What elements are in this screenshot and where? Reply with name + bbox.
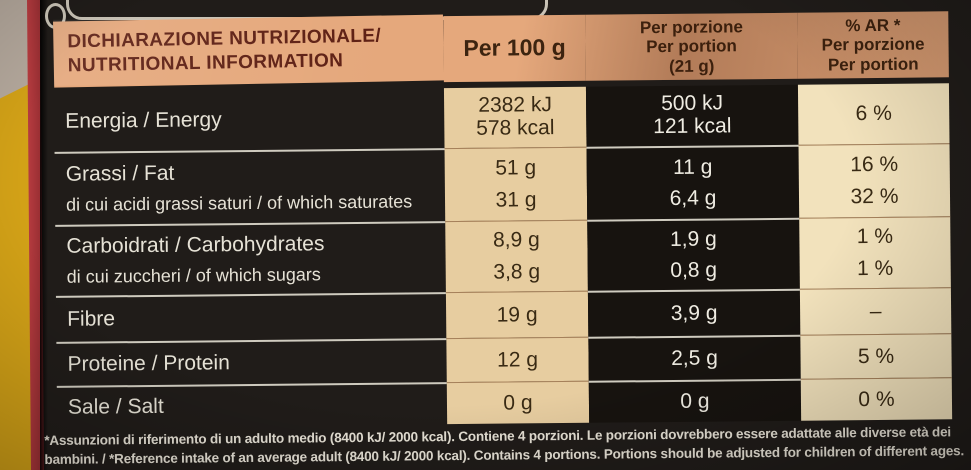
row-fibre-portion: 3,9 g <box>587 288 801 337</box>
column-header-per-portion: Per porzione Per portion (21 g) <box>585 12 798 81</box>
row-fat-ar: 16 % 32 % <box>798 143 951 218</box>
column-header-percent-ar: % AR * Per porzione Per portion <box>797 11 949 79</box>
row-carbohydrate-portion: 1,9 g 0,8 g <box>587 217 800 291</box>
row-protein-ar: 5 % <box>800 333 952 379</box>
nutrition-label: DICHIARAZIONE NUTRIZIONALE/ NUTRITIONAL … <box>40 11 964 469</box>
reference-intake-footnote: *Assunzioni di riferimento di un adulto … <box>44 423 964 469</box>
row-fibre-label: Fibre <box>55 292 447 342</box>
row-energy-label: Energia / Energy <box>65 108 222 133</box>
row-fat-portion: 11 g 6,4 g <box>586 144 800 220</box>
nutrition-table: DICHIARAZIONE NUTRIZIONALE/ NUTRITIONAL … <box>53 11 960 428</box>
row-fat-label: Grassi / Fat di cui acidi grassi saturi … <box>54 148 446 225</box>
row-fat-per100: 51 g 31 g <box>444 146 588 222</box>
row-carbohydrate-label: Carboidrati / Carbohydrates di cui zucch… <box>55 221 446 296</box>
package-edge-red-stripe <box>27 0 44 470</box>
row-carbohydrate-per100: 8,9 g 3,8 g <box>445 219 588 293</box>
row-energy-portion: 500 kJ 121 kcal <box>585 84 799 147</box>
row-protein-label: Proteine / Protein <box>56 338 447 386</box>
package-edge-shadow <box>40 0 48 470</box>
row-energy-per100: 2382 kJ 578 kcal <box>443 86 587 149</box>
row-salt-per100: 0 g <box>446 380 590 425</box>
row-salt-portion: 0 g <box>588 378 802 423</box>
row-energy-ar: 6 % <box>797 83 950 145</box>
row-salt-ar: 0 % <box>800 377 953 421</box>
row-fibre-ar: – <box>799 287 952 335</box>
table-title-line2: NUTRITIONAL INFORMATION <box>67 50 344 77</box>
row-carbohydrate-ar: 1 % 1 % <box>799 216 951 289</box>
row-salt-label: Sale / Salt <box>56 382 448 428</box>
column-header-per-100g: Per 100 g <box>443 14 586 83</box>
row-protein-portion: 2,5 g <box>588 334 801 381</box>
row-protein-per100: 12 g <box>446 336 589 383</box>
table-title: DICHIARAZIONE NUTRIZIONALE/ NUTRITIONAL … <box>53 14 445 88</box>
row-fibre-per100: 19 g <box>445 290 589 339</box>
